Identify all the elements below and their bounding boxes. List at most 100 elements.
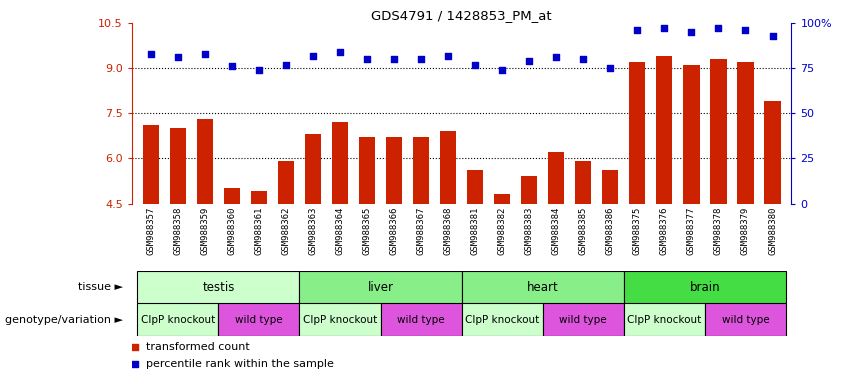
Text: ClpP knockout: ClpP knockout [627, 314, 701, 325]
Point [387, 56, 401, 62]
Point [468, 61, 482, 68]
Point [684, 29, 698, 35]
Bar [359, 137, 375, 204]
Bar [332, 122, 348, 204]
Point [129, 344, 142, 350]
Point [766, 33, 780, 39]
Text: GSM988360: GSM988360 [227, 207, 237, 255]
Point [252, 67, 266, 73]
Bar [629, 62, 645, 204]
Bar [278, 161, 294, 204]
Point [576, 56, 590, 62]
Text: GSM988365: GSM988365 [363, 207, 372, 255]
Text: genotype/variation ►: genotype/variation ► [5, 314, 123, 325]
Point [658, 25, 671, 31]
Text: GSM988361: GSM988361 [254, 207, 264, 255]
Text: GSM988378: GSM988378 [714, 207, 723, 255]
Point [495, 67, 509, 73]
Bar [711, 59, 727, 204]
Bar [467, 170, 483, 204]
Text: GSM988380: GSM988380 [768, 207, 777, 255]
Bar [575, 161, 591, 204]
Bar [224, 189, 240, 204]
Bar [494, 195, 511, 204]
Text: GSM988386: GSM988386 [606, 207, 614, 255]
Bar [624, 271, 786, 303]
Bar [137, 271, 300, 303]
Bar [413, 137, 429, 204]
Text: testis: testis [203, 281, 235, 293]
Bar [251, 192, 267, 204]
Bar [440, 131, 456, 204]
Point [306, 53, 320, 59]
Point [550, 54, 563, 60]
Text: GSM988385: GSM988385 [579, 207, 588, 255]
Text: GSM988383: GSM988383 [525, 207, 534, 255]
Text: wild type: wild type [559, 314, 607, 325]
Text: GSM988367: GSM988367 [417, 207, 426, 255]
Bar [462, 303, 543, 336]
Bar [683, 65, 700, 204]
Bar [219, 303, 300, 336]
Bar [300, 303, 380, 336]
Text: wild type: wild type [397, 314, 445, 325]
Text: wild type: wild type [722, 314, 769, 325]
Bar [624, 303, 705, 336]
Point [334, 49, 347, 55]
Point [171, 54, 185, 60]
Text: GSM988381: GSM988381 [471, 207, 480, 255]
Point [226, 63, 239, 70]
Bar [462, 271, 624, 303]
Text: GSM988364: GSM988364 [335, 207, 345, 255]
Text: GSM988358: GSM988358 [174, 207, 182, 255]
Text: GSM988376: GSM988376 [660, 207, 669, 255]
Point [442, 53, 455, 59]
Bar [143, 125, 159, 204]
Bar [137, 303, 219, 336]
Bar [764, 101, 780, 204]
Text: GSM988375: GSM988375 [633, 207, 642, 255]
Bar [386, 137, 403, 204]
Bar [380, 303, 462, 336]
Point [129, 361, 142, 367]
Text: ClpP knockout: ClpP knockout [140, 314, 215, 325]
Text: tissue ►: tissue ► [78, 282, 123, 292]
Bar [169, 128, 186, 204]
Point [603, 65, 617, 71]
Text: brain: brain [689, 281, 720, 293]
Text: ClpP knockout: ClpP knockout [465, 314, 540, 325]
Text: GSM988357: GSM988357 [146, 207, 156, 255]
Point [711, 25, 725, 31]
Bar [197, 119, 213, 204]
Bar [705, 303, 786, 336]
Text: GSM988382: GSM988382 [498, 207, 506, 255]
Text: wild type: wild type [235, 314, 283, 325]
Text: GSM988384: GSM988384 [551, 207, 561, 255]
Text: heart: heart [527, 281, 558, 293]
Point [631, 27, 644, 33]
Title: GDS4791 / 1428853_PM_at: GDS4791 / 1428853_PM_at [371, 9, 552, 22]
Text: GSM988363: GSM988363 [309, 207, 317, 255]
Text: GSM988359: GSM988359 [200, 207, 209, 255]
Text: transformed count: transformed count [146, 341, 250, 352]
Bar [737, 62, 754, 204]
Bar [548, 152, 564, 204]
Bar [300, 271, 462, 303]
Bar [543, 303, 624, 336]
Point [739, 27, 752, 33]
Bar [603, 170, 619, 204]
Point [279, 61, 293, 68]
Text: percentile rank within the sample: percentile rank within the sample [146, 359, 334, 369]
Point [198, 51, 212, 57]
Bar [305, 134, 321, 204]
Text: GSM988377: GSM988377 [687, 207, 696, 255]
Text: GSM988379: GSM988379 [741, 207, 750, 255]
Bar [521, 177, 537, 204]
Text: GSM988362: GSM988362 [282, 207, 290, 255]
Text: liver: liver [368, 281, 393, 293]
Text: GSM988366: GSM988366 [390, 207, 398, 255]
Bar [656, 56, 672, 204]
Point [360, 56, 374, 62]
Text: ClpP knockout: ClpP knockout [303, 314, 377, 325]
Point [414, 56, 428, 62]
